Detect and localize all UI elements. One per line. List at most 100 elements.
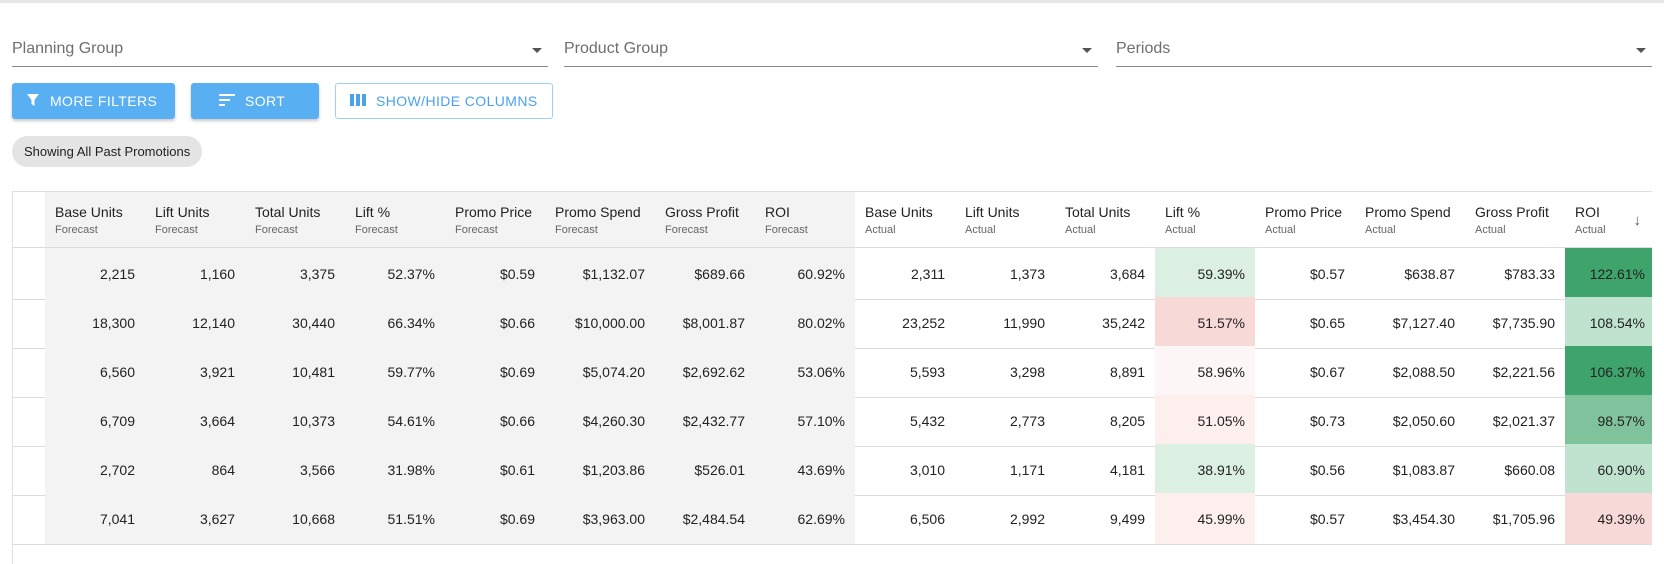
planning-group-select[interactable]: Planning Group: [12, 30, 548, 67]
filter-icon: [26, 93, 40, 110]
cell-value: $3,963.00: [582, 511, 645, 527]
cell-value: 2,311: [911, 266, 945, 282]
column-header[interactable]: Base Units Actual: [855, 192, 955, 247]
table-cell: $1,203.86: [545, 444, 655, 495]
row-select-cell[interactable]: [13, 493, 45, 544]
column-title: Total Units: [255, 204, 321, 220]
cell-value: 11,990: [1003, 315, 1045, 331]
column-title: Gross Profit: [665, 204, 739, 220]
table-cell: 31.98%: [345, 444, 445, 495]
cell-value: 45.99%: [1197, 511, 1245, 527]
table-cell: 62.69%: [755, 493, 855, 544]
column-header[interactable]: Lift % Actual: [1155, 192, 1255, 247]
cell-value: 43.69%: [797, 462, 845, 478]
table-cell: 108.54%: [1565, 297, 1652, 348]
table-cell: 51.05%: [1155, 395, 1255, 446]
column-header[interactable]: ROI Forecast: [755, 192, 855, 247]
table-cell: 3,010: [855, 444, 955, 495]
more-filters-label: MORE FILTERS: [50, 93, 158, 109]
arrow-down-icon[interactable]: ↓: [1633, 212, 1642, 229]
column-header[interactable]: Total Units Forecast: [245, 192, 345, 247]
table-cell: 1,160: [145, 248, 245, 299]
column-title: Promo Price: [455, 204, 533, 220]
table-cell: $2,221.56: [1465, 346, 1565, 397]
column-header[interactable]: Lift % Forecast: [345, 192, 445, 247]
table-cell: 35,242: [1055, 297, 1155, 348]
column-header[interactable]: Base Units Forecast: [45, 192, 145, 247]
cell-value: 53.06%: [797, 364, 845, 380]
table-header-row: Base Units Forecast Lift Units Forecast Tota…: [13, 192, 1652, 248]
cell-value: $8,001.87: [682, 315, 745, 331]
cell-value: 31.98%: [387, 462, 435, 478]
column-header[interactable]: Promo Price Actual: [1255, 192, 1355, 247]
row-select-cell[interactable]: [13, 395, 45, 446]
cell-value: $0.57: [1309, 266, 1345, 282]
column-header[interactable]: Gross Profit Actual: [1465, 192, 1565, 247]
cell-value: $689.66: [694, 266, 745, 282]
column-title: Promo Spend: [1365, 204, 1451, 220]
cell-value: 30,440: [292, 315, 335, 331]
table-cell: $0.73: [1255, 395, 1355, 446]
cell-value: 6,506: [909, 511, 945, 527]
cell-value: 98.57%: [1597, 413, 1645, 429]
table-row[interactable]: 7,041 3,627 10,668 51.51% $0.69 $3,963.00 $2,4…: [13, 493, 1652, 545]
cell-value: 3,921: [199, 364, 235, 380]
column-subtitle: Actual: [1065, 224, 1096, 236]
product-group-select[interactable]: Product Group: [564, 30, 1098, 67]
past-promotions-chip[interactable]: Showing All Past Promotions: [12, 136, 203, 167]
table-cell: 122.61%: [1565, 248, 1652, 299]
promotions-table: Base Units Forecast Lift Units Forecast Tota…: [12, 191, 1652, 564]
cell-value: $1,132.07: [582, 266, 645, 282]
row-select-cell[interactable]: [13, 297, 45, 348]
table-cell: $0.56: [1255, 444, 1355, 495]
cell-value: 51.51%: [387, 511, 435, 527]
column-header[interactable]: Lift Units Actual: [955, 192, 1055, 247]
periods-select[interactable]: Periods: [1116, 30, 1652, 67]
sort-label: SORT: [245, 93, 286, 109]
table-row[interactable]: 18,300 12,140 30,440 66.34% $0.66 $10,000.00 $…: [13, 297, 1652, 349]
sort-button[interactable]: SORT: [191, 83, 319, 119]
column-header[interactable]: Total Units Actual: [1055, 192, 1155, 247]
dropdown-caret-icon: [1082, 48, 1092, 53]
column-header[interactable]: ROI Actual ↓: [1565, 192, 1652, 247]
column-header[interactable]: Promo Spend Forecast: [545, 192, 655, 247]
column-header[interactable]: Promo Price Forecast: [445, 192, 545, 247]
cell-value: 58.96%: [1197, 364, 1245, 380]
cell-value: 18,300: [92, 315, 135, 331]
table-row[interactable]: 2,702 864 3,566 31.98% $0.61 $1,203.86 $526.01…: [13, 444, 1652, 496]
cell-value: 62.69%: [797, 511, 845, 527]
column-subtitle: Forecast: [355, 224, 398, 236]
cell-value: 10,668: [292, 511, 335, 527]
row-select-cell[interactable]: [13, 346, 45, 397]
column-header[interactable]: Gross Profit Forecast: [655, 192, 755, 247]
column-title: Promo Price: [1265, 204, 1343, 220]
table-cell: 7,041: [45, 493, 145, 544]
table-row[interactable]: 2,215 1,160 3,375 52.37% $0.59 $1,132.07 $689.…: [13, 248, 1652, 300]
cell-value: 6,709: [99, 413, 135, 429]
table-cell: 8,205: [1055, 395, 1155, 446]
table-cell: 3,627: [145, 493, 245, 544]
column-title: Lift Units: [155, 204, 210, 220]
table-cell: $2,050.60: [1355, 395, 1465, 446]
column-title: Lift %: [1165, 204, 1201, 220]
table-cell: 30,440: [245, 297, 345, 348]
column-header[interactable]: Promo Spend Actual: [1355, 192, 1465, 247]
cell-value: 3,298: [1009, 364, 1045, 380]
show-hide-columns-button[interactable]: SHOW/HIDE COLUMNS: [335, 83, 553, 119]
table-row[interactable]: 6,709 3,664 10,373 54.61% $0.66 $4,260.30 $2,4…: [13, 395, 1652, 447]
show-hide-columns-label: SHOW/HIDE COLUMNS: [376, 93, 538, 109]
table-row[interactable]: 6,560 3,921 10,481 59.77% $0.69 $5,074.20 $2,6…: [13, 346, 1652, 398]
table-cell: $0.65: [1255, 297, 1355, 348]
table-cell: $783.33: [1465, 248, 1565, 299]
row-select-cell[interactable]: [13, 248, 45, 299]
cell-value: $5,074.20: [582, 364, 645, 380]
column-header[interactable]: Lift Units Forecast: [145, 192, 245, 247]
more-filters-button[interactable]: MORE FILTERS: [12, 83, 175, 119]
table-cell: $2,088.50: [1355, 346, 1465, 397]
cell-value: $0.73: [1309, 413, 1345, 429]
row-select-cell[interactable]: [13, 444, 45, 495]
table-cell: $2,021.37: [1465, 395, 1565, 446]
cell-value: 2,992: [1009, 511, 1045, 527]
table-cell: $3,454.30: [1355, 493, 1465, 544]
table-cell: 52.37%: [345, 248, 445, 299]
